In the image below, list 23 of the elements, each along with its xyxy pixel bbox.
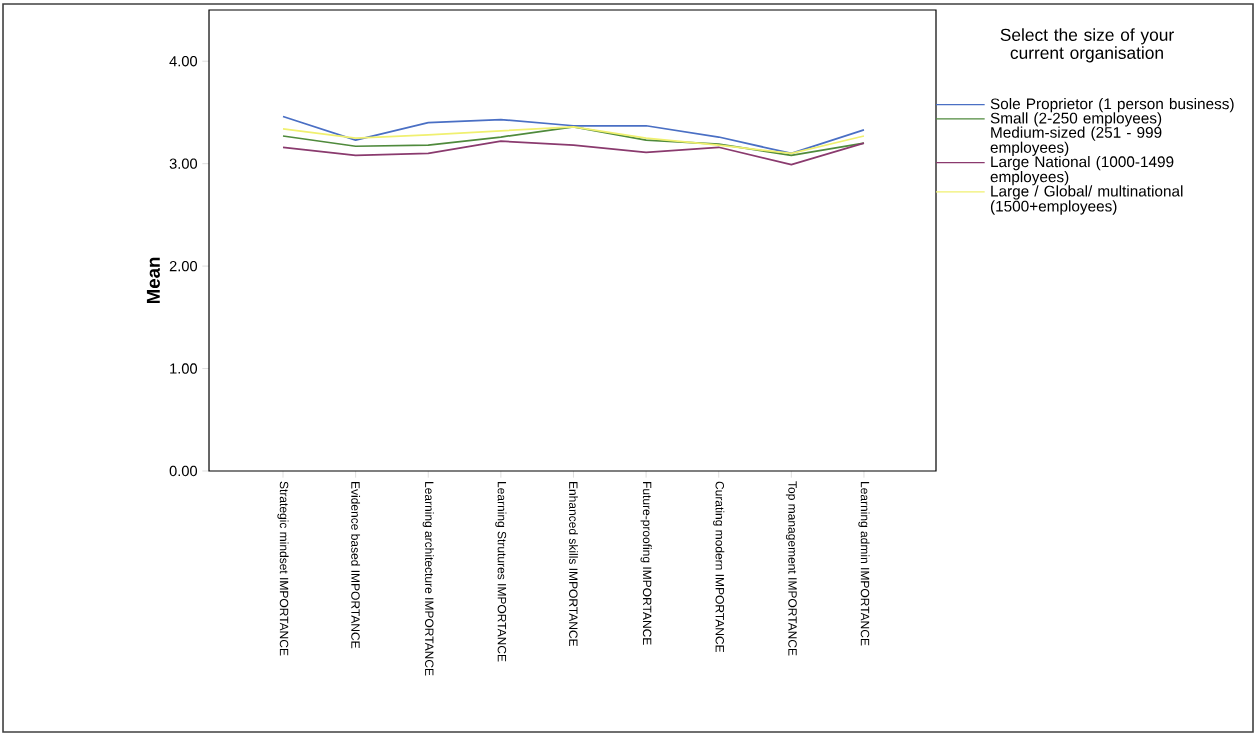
x-tick-label: Learning architecture IMPORTANCE [422, 482, 434, 676]
y-tick-label: 3.00 [169, 158, 198, 169]
line-series [282, 115, 865, 155]
x-tick-label: Top management IMPORTANCE [785, 481, 797, 656]
legend-label: Sole Proprietor (1 person business) [990, 98, 1234, 113]
y-tick-label: 1.00 [170, 363, 198, 374]
x-tick-label: Learning Strutures IMPORTANCE [495, 482, 507, 662]
line-series [282, 140, 865, 166]
y-axis-title: Mean [146, 257, 160, 304]
y-tick-label: 2.00 [169, 260, 198, 272]
legend-label: Large National (1000-1499 employees) [990, 155, 1174, 186]
y-tick-label: 0.00 [169, 465, 198, 477]
legend-title: Select the size of your current organisation [1000, 28, 1174, 63]
legend-label: Large / Global/ multinational (1500+employees) [990, 185, 1183, 215]
y-tick-label: 4.00 [169, 56, 198, 67]
text: Medium-sized (251 - 999 employees) [990, 126, 1162, 156]
x-tick-label: Evidence based IMPORTANCE [351, 482, 361, 649]
x-tick-label: Strategic mindset IMPORTANCE [277, 481, 289, 656]
x-tick-label: Learning admin IMPORTANCE [858, 482, 870, 646]
x-tick-label: Future-proofing IMPORTANCE [640, 482, 652, 645]
legend-label: Small (2-250 employees) [990, 112, 1162, 127]
x-tick-label: Enhanced skills IMPORTANCE [569, 482, 578, 647]
x-tick-label: Curating modern IMPORTANCE [713, 481, 725, 653]
